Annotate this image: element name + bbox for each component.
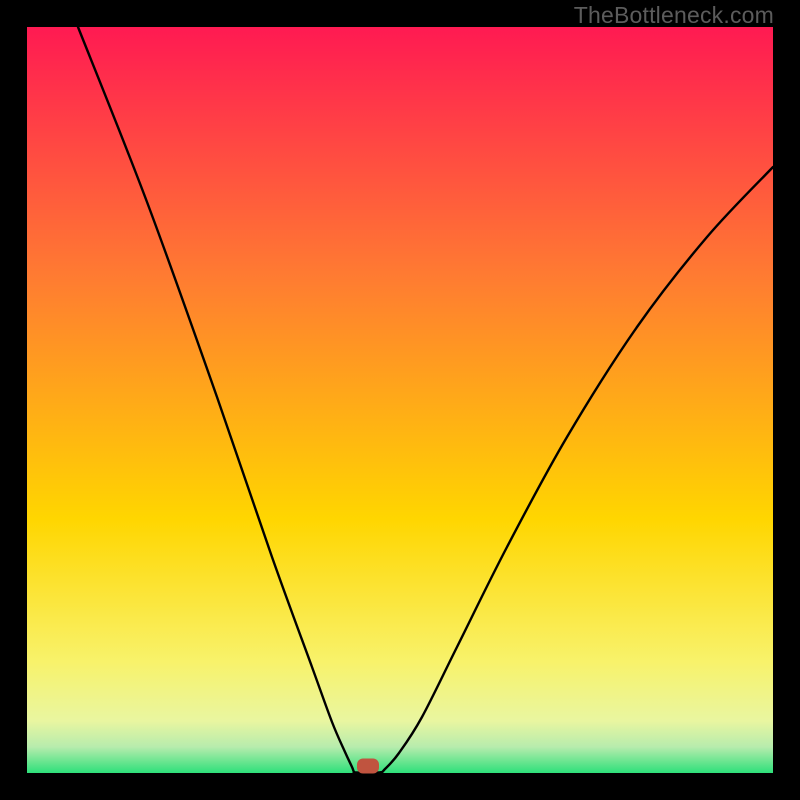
valley-marker bbox=[357, 759, 379, 774]
bottleneck-curve bbox=[27, 27, 773, 773]
plot-area bbox=[27, 27, 773, 773]
watermark-text: TheBottleneck.com bbox=[574, 2, 774, 29]
